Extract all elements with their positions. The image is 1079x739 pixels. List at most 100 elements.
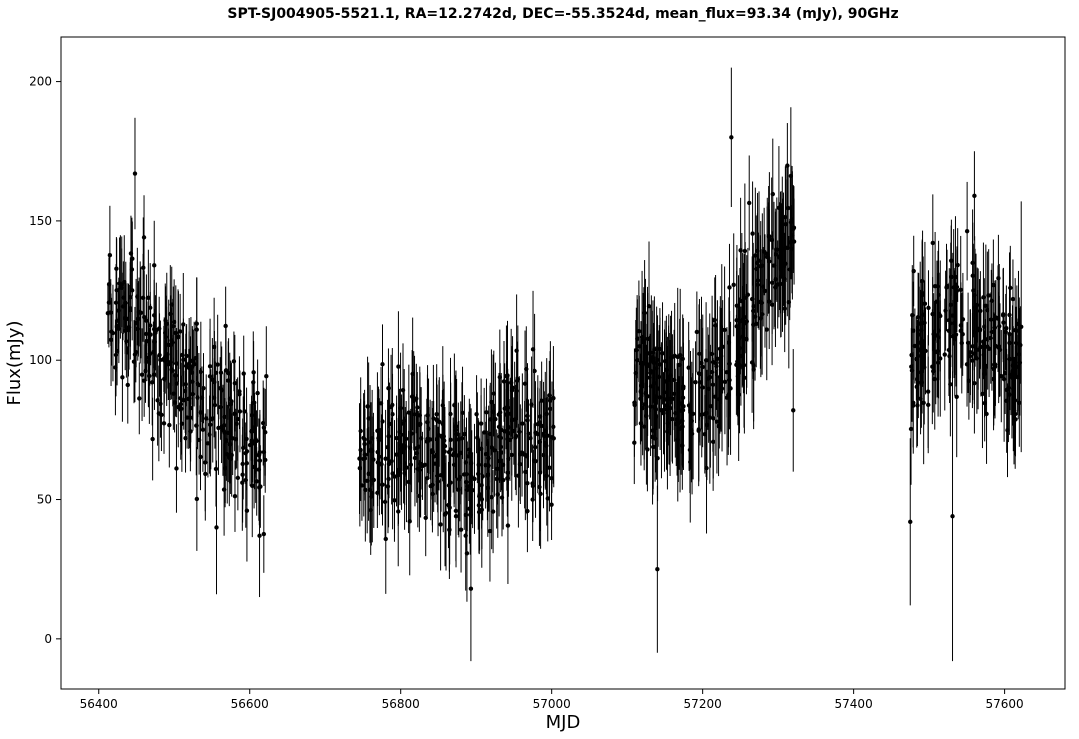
data-points bbox=[105, 67, 1024, 662]
data-point bbox=[989, 329, 995, 335]
data-point bbox=[922, 365, 927, 370]
data-point bbox=[786, 299, 792, 305]
data-point bbox=[467, 506, 472, 511]
data-point bbox=[1011, 408, 1017, 413]
data-point bbox=[156, 326, 162, 331]
data-point bbox=[970, 344, 975, 349]
data-point bbox=[703, 358, 709, 363]
data-point bbox=[718, 360, 723, 365]
data-point bbox=[146, 295, 151, 300]
data-point bbox=[791, 239, 797, 244]
data-point bbox=[930, 240, 936, 246]
data-point bbox=[1010, 296, 1016, 302]
data-point bbox=[1000, 312, 1006, 317]
data-point bbox=[448, 480, 453, 485]
data-point bbox=[162, 376, 167, 382]
data-point bbox=[1019, 324, 1024, 329]
data-point bbox=[250, 483, 255, 489]
data-point bbox=[193, 355, 199, 361]
data-point bbox=[403, 436, 409, 442]
data-point bbox=[380, 362, 385, 367]
chart-title: SPT-SJ004905-5521.1, RA=12.2742d, DEC=-5… bbox=[227, 6, 898, 22]
data-point bbox=[542, 433, 547, 439]
data-point bbox=[133, 349, 138, 355]
data-point bbox=[223, 368, 229, 373]
data-point bbox=[742, 248, 748, 254]
data-point bbox=[650, 434, 655, 440]
data-point bbox=[213, 466, 219, 472]
data-point bbox=[753, 253, 758, 258]
data-point bbox=[467, 512, 473, 518]
data-point bbox=[362, 437, 367, 442]
data-point bbox=[537, 470, 543, 475]
data-point bbox=[791, 408, 796, 413]
data-point bbox=[382, 499, 388, 505]
data-point bbox=[491, 391, 496, 396]
data-point bbox=[720, 344, 725, 349]
data-point bbox=[257, 533, 262, 538]
y-axis-label: Flux(mJy) bbox=[4, 321, 25, 406]
data-point bbox=[958, 323, 964, 328]
data-point bbox=[1007, 331, 1012, 337]
data-point bbox=[173, 330, 179, 336]
data-point bbox=[675, 354, 680, 360]
data-point bbox=[117, 281, 122, 286]
data-point bbox=[984, 411, 989, 417]
data-point bbox=[194, 423, 199, 428]
data-point bbox=[638, 389, 643, 394]
data-point bbox=[971, 288, 976, 293]
data-point bbox=[207, 432, 212, 437]
data-point bbox=[662, 397, 667, 402]
data-point bbox=[504, 405, 510, 410]
data-point bbox=[513, 435, 518, 440]
data-point bbox=[147, 373, 152, 379]
data-point bbox=[380, 482, 385, 487]
x-tick-label-5: 57400 bbox=[835, 697, 873, 711]
data-point bbox=[505, 470, 510, 475]
data-point bbox=[431, 454, 436, 459]
data-point bbox=[1005, 428, 1010, 433]
data-point bbox=[972, 380, 977, 386]
data-point bbox=[168, 342, 173, 348]
data-point bbox=[547, 465, 552, 470]
x-tick-label-4: 57200 bbox=[684, 697, 722, 711]
data-point bbox=[992, 362, 997, 367]
data-point bbox=[171, 319, 177, 325]
data-point bbox=[776, 205, 782, 211]
data-point bbox=[128, 251, 134, 256]
data-point bbox=[537, 484, 542, 490]
data-point bbox=[468, 586, 474, 591]
data-point bbox=[648, 404, 653, 409]
data-point bbox=[490, 509, 496, 514]
data-point bbox=[966, 378, 972, 383]
data-point bbox=[954, 284, 960, 290]
data-point bbox=[107, 253, 113, 258]
data-point bbox=[474, 412, 479, 417]
data-point bbox=[412, 455, 418, 461]
data-point bbox=[704, 422, 710, 428]
data-point bbox=[494, 476, 499, 482]
data-point bbox=[263, 430, 268, 435]
data-point bbox=[120, 304, 126, 309]
data-point bbox=[212, 402, 218, 408]
data-point bbox=[508, 380, 514, 385]
data-point bbox=[778, 274, 784, 279]
data-point bbox=[237, 392, 242, 397]
data-point bbox=[204, 416, 209, 421]
data-point bbox=[249, 412, 255, 418]
data-point bbox=[235, 416, 240, 422]
data-point bbox=[440, 433, 445, 438]
data-point bbox=[766, 234, 771, 239]
data-point bbox=[978, 344, 984, 350]
data-point bbox=[525, 418, 530, 423]
y-tick-label-1: 50 bbox=[37, 493, 52, 507]
data-point bbox=[163, 318, 168, 323]
data-point bbox=[636, 329, 642, 334]
data-point bbox=[199, 395, 205, 400]
data-point bbox=[137, 396, 142, 401]
data-point bbox=[919, 293, 925, 298]
data-point bbox=[167, 422, 172, 428]
data-point bbox=[188, 429, 193, 434]
data-point bbox=[453, 514, 459, 519]
data-point bbox=[125, 382, 130, 388]
